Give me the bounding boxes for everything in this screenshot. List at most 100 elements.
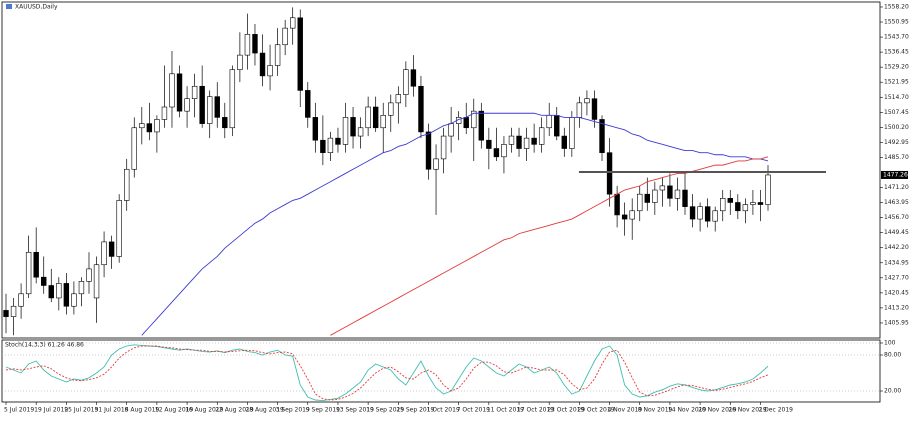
candle-body [191, 85, 198, 100]
price-panel-frame [1, 1, 881, 339]
candle-body [606, 152, 613, 195]
candle-body [289, 17, 296, 29]
candle-body [644, 193, 650, 203]
symbol-icon [6, 4, 12, 9]
y-tick-label: 100 [884, 340, 896, 347]
candle-body [621, 214, 628, 220]
candle-body [471, 110, 477, 129]
candle-body [342, 117, 349, 145]
candle-body [327, 137, 334, 153]
y-tick-label: 1456.70 [884, 214, 909, 221]
candle-body [629, 210, 635, 220]
candle-body [305, 90, 311, 118]
stoch-panel-frame [1, 339, 881, 403]
candle-body [403, 69, 409, 95]
chart-title: XAUUSD,Daily [15, 4, 58, 11]
candle-body [184, 98, 190, 112]
candle-body [538, 127, 545, 145]
candle-body [63, 283, 70, 307]
x-tick-label: 11 Oct 2019 [487, 407, 524, 414]
candle-body [614, 193, 620, 216]
candle-body [25, 251, 32, 295]
candle-body [516, 135, 522, 149]
candle-body [71, 293, 77, 307]
candle-body [372, 106, 379, 129]
candle-body [297, 17, 303, 91]
candle-body [667, 185, 673, 199]
candle-body [523, 137, 530, 149]
candle-body [599, 119, 605, 153]
candle-body [267, 65, 273, 77]
candle-body [569, 117, 575, 149]
x-tick-label: 5 Jul 2019 [4, 407, 34, 414]
candle-body [674, 189, 681, 199]
candle-body [335, 137, 341, 145]
candle-body [48, 285, 54, 299]
y-tick-label: 1420.45 [884, 289, 909, 296]
candle-body [463, 117, 469, 129]
candle-body [750, 202, 756, 205]
candle-body [486, 139, 492, 149]
candle-body [131, 127, 137, 170]
y-tick-label: 1521.95 [884, 79, 909, 86]
x-tick-label: 7 Oct 2019 [457, 407, 490, 414]
candle-body [116, 200, 122, 257]
candle-body [237, 54, 243, 70]
candle-body [222, 117, 228, 129]
line-series [330, 156, 769, 336]
x-tick-label: 16 Aug 2019 [185, 407, 224, 414]
candle-body [207, 96, 213, 124]
y-tick-label: 1543.70 [884, 34, 909, 41]
candle-body [712, 210, 718, 222]
x-tick-label: 26 Nov 2019 [728, 407, 767, 414]
candle-body [139, 123, 145, 129]
x-tick-label: 14 Nov 2019 [668, 407, 707, 414]
candle-body [388, 102, 394, 116]
y-tick-label: 1529.20 [884, 64, 909, 71]
candle-body [10, 305, 17, 317]
candle-body [252, 34, 258, 54]
candle-body [697, 206, 703, 220]
candle-body [214, 96, 220, 118]
candle-body [478, 110, 485, 141]
candle-body [86, 268, 92, 282]
candle-body [365, 106, 371, 129]
candle-body [229, 69, 236, 129]
x-tick-label: 23 Oct 2019 [547, 407, 584, 414]
candle-body [169, 73, 175, 108]
x-tick-label: 4 Nov 2019 [608, 407, 643, 414]
candle-body [704, 206, 711, 222]
x-tick-label: 19 Jul 2019 [34, 407, 68, 414]
y-tick-label: 1442.20 [884, 244, 909, 251]
y-tick-label: 1500.20 [884, 124, 909, 131]
candle-body [56, 283, 62, 299]
candle-body [735, 202, 741, 212]
candle-body [765, 174, 771, 205]
candle-body [440, 135, 447, 160]
x-tick-label: 28 Aug 2019 [245, 407, 284, 414]
x-tick-label: 31 Jul 2019 [95, 407, 129, 414]
current-price: 1477.26 [883, 171, 908, 178]
x-tick-label: 3 Sep 2019 [276, 407, 310, 414]
x-tick-label: 22 Aug 2019 [215, 407, 254, 414]
candle-body [146, 123, 153, 133]
line-series [141, 112, 769, 336]
y-tick-label: 20.00 [884, 388, 901, 395]
candle-body [561, 135, 567, 149]
candle-body [259, 52, 266, 77]
candle-body [124, 168, 130, 201]
y-tick-label: 80.00 [884, 352, 901, 359]
y-tick-label: 1492.95 [884, 139, 909, 146]
candle-body [320, 139, 326, 153]
candle-body [531, 137, 537, 145]
candle-body [395, 94, 402, 104]
x-tick-label: 19 Sep 2019 [366, 407, 404, 414]
y-tick-label: 1550.95 [884, 19, 909, 26]
candle-body [418, 85, 424, 133]
x-tick-label: 2 Dec 2019 [758, 407, 793, 414]
y-tick-label: 1427.70 [884, 274, 909, 281]
y-tick-label: 1485.70 [884, 154, 909, 161]
x-tick-label: 20 Nov 2019 [698, 407, 737, 414]
candle-body [689, 206, 696, 220]
